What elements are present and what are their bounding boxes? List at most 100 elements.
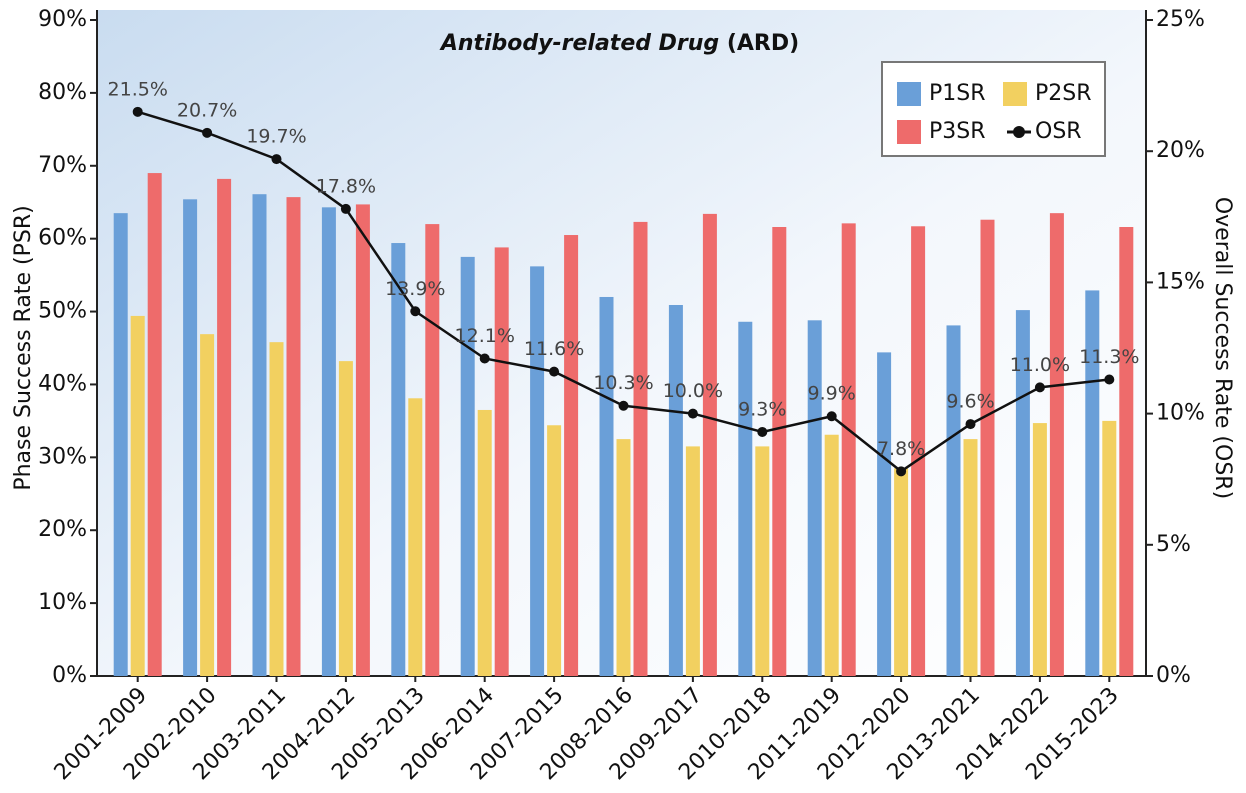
line-point (618, 400, 629, 411)
bar (755, 446, 770, 676)
bar (1032, 423, 1047, 676)
bar (738, 321, 753, 676)
bar (946, 325, 961, 676)
bar (130, 315, 145, 676)
bar (772, 227, 787, 676)
y2-tick-label: 10% (1156, 401, 1205, 426)
bar (702, 213, 717, 676)
data-label: 20.7% (177, 99, 237, 121)
title-main: Antibody-related Drug (439, 31, 719, 56)
line-point (340, 203, 351, 214)
data-label: 13.9% (385, 278, 445, 300)
data-label: 17.8% (316, 175, 376, 197)
bar (616, 439, 631, 676)
legend-swatch (1003, 82, 1027, 106)
legend-label: P3SR (929, 119, 986, 144)
bar (911, 226, 926, 676)
y2-tick-label: 20% (1156, 138, 1205, 163)
y-tick-label: 40% (38, 371, 87, 396)
bar (217, 178, 232, 677)
bar (147, 173, 162, 677)
legend-label: OSR (1035, 119, 1082, 144)
data-label: 7.8% (877, 438, 925, 460)
line-point (549, 366, 560, 377)
bar (338, 361, 353, 676)
bar (824, 434, 839, 676)
legend-label: P1SR (929, 81, 986, 106)
y-tick-label: 80% (38, 80, 87, 105)
y-tick-label: 10% (38, 590, 87, 615)
bar (980, 219, 995, 676)
bar (494, 247, 509, 676)
line-point (757, 426, 768, 437)
data-label: 9.3% (738, 398, 786, 420)
y2-tick-label: 0% (1156, 663, 1191, 688)
y-axis-title: Phase Success Rate (PSR) (11, 205, 36, 490)
bar (355, 204, 370, 677)
line-point (687, 408, 698, 419)
bar (547, 425, 562, 676)
line-point (1104, 374, 1115, 385)
bar (963, 439, 978, 676)
bar (530, 266, 545, 676)
line-point (896, 466, 907, 477)
bar (408, 398, 423, 676)
chart-title: Antibody-related Drug (ARD) (439, 31, 799, 56)
y-tick-label: 70% (38, 153, 87, 178)
y-tick-label: 50% (38, 299, 87, 324)
bar (1085, 290, 1100, 676)
data-label: 10.0% (663, 380, 723, 402)
y2-tick-label: 15% (1156, 269, 1205, 294)
bar (1102, 420, 1117, 676)
bar (252, 194, 267, 676)
bar (1049, 213, 1064, 676)
bar (113, 213, 128, 676)
bar (1119, 227, 1134, 676)
line-point (410, 306, 421, 317)
bar (200, 334, 215, 676)
line-point (202, 127, 213, 138)
y2-tick-label: 25% (1156, 7, 1205, 32)
bar (183, 199, 198, 676)
bar (321, 207, 336, 676)
bar (1015, 310, 1030, 676)
bar (877, 352, 892, 676)
data-label: 11.3% (1079, 346, 1139, 368)
y-tick-label: 60% (38, 226, 87, 251)
title-suffix: (ARD) (727, 31, 799, 56)
bar (668, 304, 683, 676)
bar (841, 223, 856, 677)
bar (269, 342, 284, 676)
data-label: 11.0% (1010, 354, 1070, 376)
bar (807, 320, 822, 676)
data-label: 11.6% (524, 338, 584, 360)
bar (894, 468, 909, 676)
line-point (132, 106, 143, 117)
line-point (1034, 382, 1045, 393)
data-label: 12.1% (455, 325, 515, 347)
legend-swatch (897, 120, 921, 144)
y2-axis-title: Overall Success Rate (OSR) (1210, 197, 1235, 499)
data-label: 21.5% (108, 78, 168, 100)
y-tick-label: 90% (38, 7, 87, 32)
bar (286, 197, 301, 676)
legend-swatch (897, 82, 921, 106)
line-point (826, 411, 837, 422)
data-label: 10.3% (593, 372, 653, 394)
y-tick-label: 0% (52, 663, 87, 688)
line-point (479, 353, 490, 364)
legend-swatch (1013, 126, 1025, 138)
data-label: 9.9% (808, 383, 856, 405)
bar (599, 296, 614, 676)
bar (425, 224, 440, 677)
line-point (271, 154, 282, 165)
y2-tick-label: 5% (1156, 532, 1191, 557)
bar (460, 256, 475, 676)
y-tick-label: 20% (38, 517, 87, 542)
bar (685, 446, 700, 676)
y-tick-label: 30% (38, 444, 87, 469)
legend-label: P2SR (1035, 81, 1092, 106)
bar (391, 243, 406, 677)
bar (477, 409, 492, 676)
line-point (965, 419, 976, 430)
